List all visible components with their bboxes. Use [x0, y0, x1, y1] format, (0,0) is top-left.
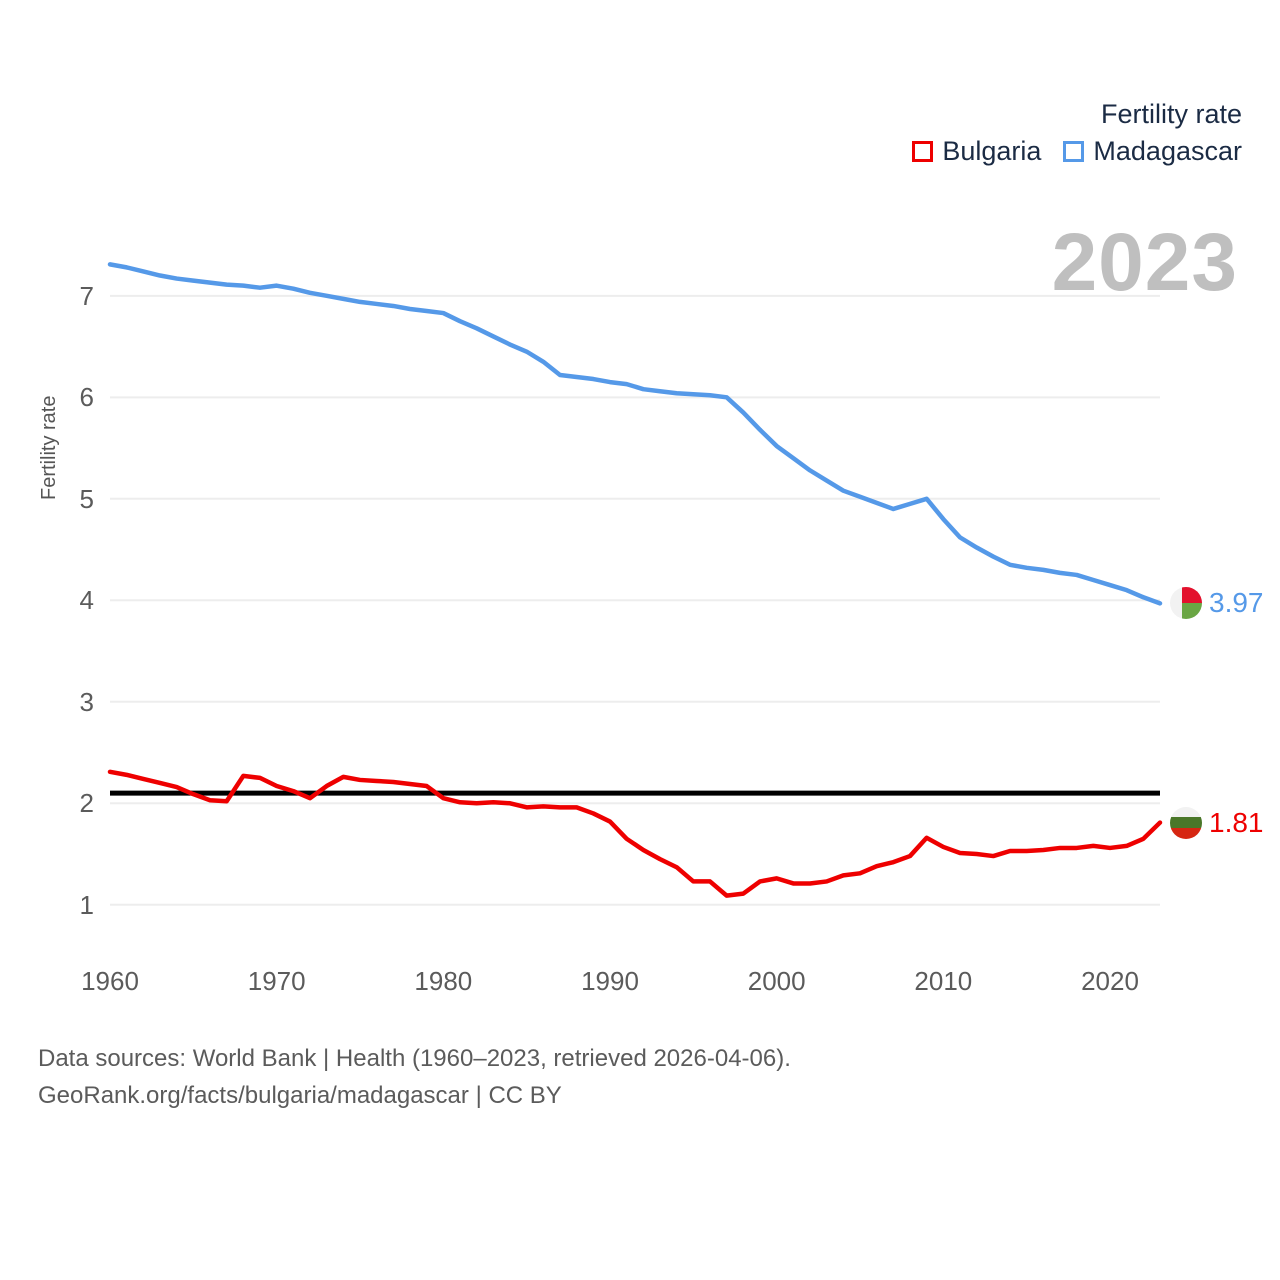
chart-legend: Fertility rate Bulgaria Madagascar	[912, 98, 1242, 165]
y-axis-title: Fertility rate	[38, 395, 60, 500]
endpoint-marker-madagascar: 3.97	[1170, 587, 1264, 620]
gridlines	[110, 294, 1160, 906]
endpoint-value-bulgaria: 1.81	[1209, 806, 1264, 838]
x-tick-label: 2020	[1081, 966, 1139, 996]
chart-plot-area: Fertility rate 1 2 3 4 5 6 7 1960 1970 1980 1990 2…	[38, 262, 1163, 996]
legend-swatch-bulgaria	[912, 141, 934, 163]
y-tick-label: 6	[79, 382, 94, 413]
legend-items: Bulgaria Madagascar	[912, 138, 1242, 165]
legend-label-bulgaria: Bulgaria	[942, 136, 1042, 167]
y-tick-label: 5	[79, 483, 94, 514]
y-tick-label: 4	[79, 585, 94, 616]
x-tick-label: 1980	[414, 966, 473, 996]
legend-swatch-madagascar	[1063, 141, 1085, 163]
year-watermark: 2023	[1051, 217, 1238, 308]
chart-canvas	[107, 262, 1163, 906]
madagascar-flag-icon	[1170, 587, 1202, 620]
endpoint-marker-bulgaria: 1.81	[1170, 806, 1264, 839]
x-tick-label: 2000	[747, 966, 806, 996]
line-series-bulgaria	[107, 769, 1163, 898]
endpoint-value-madagascar: 3.97	[1209, 587, 1264, 619]
footer-data-sources: Data sources: World Bank | Health (1960–…	[38, 1045, 791, 1072]
bulgaria-flag-icon	[1170, 806, 1202, 839]
legend-item-madagascar[interactable]: Madagascar	[1063, 138, 1242, 165]
legend-title: Fertility rate	[1100, 99, 1242, 129]
legend-label-madagascar: Madagascar	[1093, 136, 1242, 167]
y-tick-label: 1	[79, 889, 94, 920]
x-tick-label: 1970	[247, 966, 306, 996]
x-tick-label: 1990	[581, 966, 639, 996]
footer-attribution: GeoRank.org/facts/bulgaria/madagascar | …	[38, 1082, 562, 1110]
legend-item-bulgaria[interactable]: Bulgaria	[912, 138, 1041, 165]
footer: Data sources: World Bank | Health (1960–…	[38, 1040, 1238, 1114]
x-tick-label: 1960	[81, 966, 139, 996]
x-tick-label: 2010	[914, 966, 973, 996]
y-tick-label: 3	[79, 686, 94, 717]
line-series-madagascar	[107, 262, 1163, 606]
y-tick-label: 2	[79, 788, 94, 819]
y-tick-label: 7	[79, 280, 94, 311]
